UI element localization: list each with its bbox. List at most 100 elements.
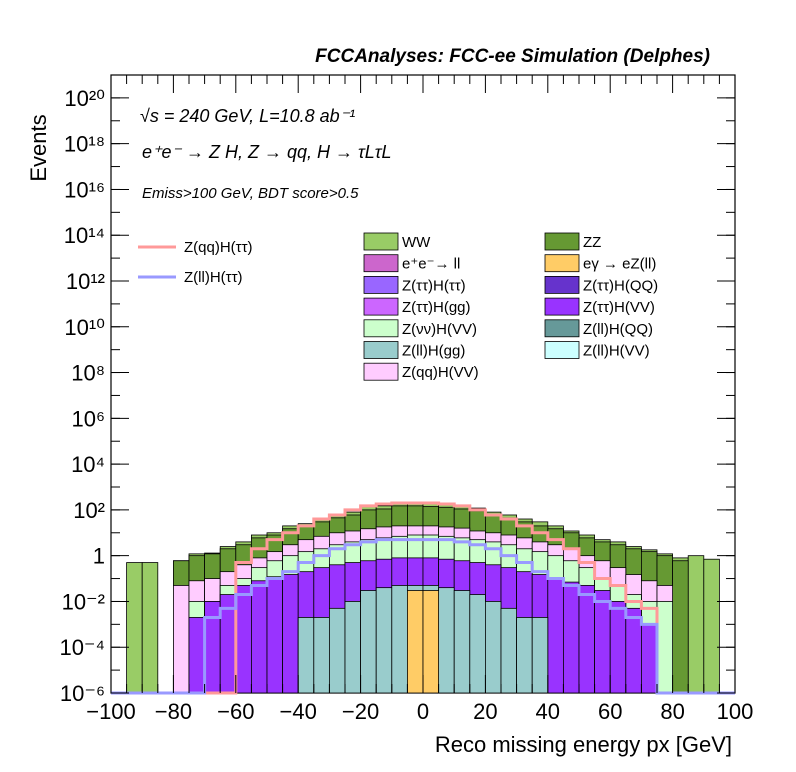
stack-bin-5-15 (344, 601, 362, 694)
y-tick-label-12: 10¹⁸ (64, 132, 105, 157)
signal-layer (111, 501, 735, 695)
stack-bin-4-31 (594, 590, 611, 694)
x-tick-label-10: 100 (717, 699, 754, 724)
y-tick-label-0: 10⁻⁶ (60, 681, 105, 706)
x-tick-label-7: 40 (536, 699, 560, 724)
legend-bg-swatch-12 (363, 362, 399, 381)
stack-bin-5-16 (360, 590, 377, 694)
y-tick-label-2: 10⁻² (62, 589, 105, 614)
y-tick-label-3: 1 (93, 544, 105, 569)
stack-bin-5-26 (516, 617, 533, 694)
y-tick-label-7: 10⁸ (71, 361, 105, 386)
y-tick-label-4: 10² (73, 498, 105, 523)
ticks-layer: −100 −80 −60 −40 −20 0 20 40 60 80 100 10⁻⁶ 10⁻⁴ 10⁻²… (59, 74, 754, 724)
x-tick-label-1: −80 (155, 699, 192, 724)
stack-bin-4-33 (625, 607, 642, 694)
legend-bg-label-3: eγ → eZ(ll) (583, 256, 656, 273)
cuts-annotation: Emiss>100 GeV, BDT score>0.5 (142, 185, 359, 202)
stack-bin-4-8 (235, 585, 252, 694)
stack-bin-0-37 (687, 555, 705, 694)
legend-bg-swatch-7 (544, 297, 580, 316)
y-tick-label-1: 10⁻⁴ (59, 635, 105, 660)
stack-bin-4-5 (188, 617, 206, 694)
legend-bg-swatch-0 (363, 232, 399, 251)
legend-bg-label-6: Z(ττ)H(gg) (402, 299, 471, 316)
stack-bin-5-24 (484, 601, 502, 694)
stack-bin-6-20 (422, 590, 440, 694)
stack-bin-5-13 (313, 617, 330, 694)
chart-title: FCCAnalyses: FCC-ee Simulation (Delphes) (315, 46, 710, 67)
y-tick-label-5: 10⁴ (71, 452, 105, 477)
legend-bg-swatch-2 (363, 254, 399, 273)
x-tick-label-6: 20 (473, 699, 497, 724)
stack-bin-5-12 (297, 617, 315, 694)
energy-annotation: √s = 240 GeV, L=10.8 ab⁻¹ (140, 106, 355, 126)
x-tick-label-8: 60 (598, 699, 622, 724)
process-annotation: e⁺e⁻ → Z H, Z → qq, H → τLτL (142, 142, 392, 162)
legend-bg-label-8: Z(νν)H(VV) (402, 321, 477, 338)
legend-bg-swatch-1 (544, 232, 580, 251)
stack-bin-4-34 (641, 623, 658, 694)
stack-bin-2-4 (172, 585, 190, 694)
stack-bin-5-27 (531, 617, 549, 694)
stack-bin-6-19 (406, 590, 424, 694)
legend-bg-label-4: Z(ττ)H(ττ) (402, 277, 466, 294)
legend-bg-swatch-10 (363, 341, 399, 359)
stack-bin-5-14 (328, 607, 346, 694)
stack-bin-4-10 (266, 576, 284, 694)
stack-bin-3-35 (656, 601, 674, 694)
x-tick-label-2: −60 (217, 699, 254, 724)
legend-bg-label-2: e⁺e⁻→ ll (402, 256, 460, 273)
legend-signal-label-0: Z(qq)H(ττ) (184, 239, 253, 256)
stack-bin-1-36 (672, 560, 689, 694)
stack-bin-0-2 (141, 562, 159, 694)
legend-bg-label-9: Z(ll)H(QQ) (583, 321, 653, 338)
stack-bin-5-25 (500, 607, 518, 694)
y-tick-label-8: 10¹⁰ (64, 315, 105, 340)
stack-bin-5-21 (438, 587, 455, 694)
legend-bg-swatch-4 (363, 275, 399, 294)
legend-bg-swatch-11 (544, 341, 580, 359)
stack-bin-4-30 (578, 585, 596, 694)
y-tick-label-10: 10¹⁴ (64, 223, 105, 248)
stack-bin-5-18 (391, 585, 408, 694)
x-tick-label-9: 80 (660, 699, 684, 724)
stack-bin-4-11 (282, 574, 299, 694)
y-axis-title: Events (26, 114, 51, 181)
legend-background: WW ZZ e⁺e⁻→ ll eγ → eZ(ll) Z(ττ)H(ττ) Z(ττ)H(… (363, 232, 658, 381)
stack-bin-4-6 (204, 601, 221, 694)
legend-signal: Z(qq)H(ττ) Z(ll)H(ττ) (138, 239, 253, 286)
signal-line-0 (111, 501, 735, 695)
y-tick-label-9: 10¹² (66, 269, 105, 294)
x-axis-title: Reco missing energy px [GeV] (435, 732, 732, 757)
y-tick-label-6: 10⁶ (71, 406, 105, 431)
y-tick-label-13: 10²⁰ (64, 86, 105, 111)
legend-bg-swatch-5 (544, 275, 580, 294)
y-tick-label-11: 10¹⁶ (64, 177, 105, 202)
stack-bin-4-28 (547, 578, 564, 694)
x-tick-label-0: −100 (86, 699, 136, 724)
stack-bin-4-32 (609, 601, 627, 694)
legend-bg-swatch-6 (363, 297, 399, 316)
legend-bg-label-1: ZZ (583, 234, 601, 251)
stack-bin-5-23 (469, 594, 486, 694)
legend-bg-label-11: Z(ll)H(VV) (583, 343, 650, 360)
x-tick-label-4: −20 (342, 699, 379, 724)
stack-bin-0-1 (126, 562, 143, 694)
stack-bin-4-9 (250, 580, 268, 694)
legend-bg-label-12: Z(qq)H(VV) (402, 364, 479, 381)
stack-bin-5-22 (453, 590, 471, 694)
signal-line-1 (111, 538, 735, 695)
legend-bg-label-10: Z(ll)H(gg) (402, 343, 465, 360)
stack-bin-4-29 (563, 581, 580, 694)
legend-bg-swatch-9 (544, 319, 580, 338)
legend-bg-swatch-3 (544, 254, 580, 273)
legend-bg-label-0: WW (402, 234, 431, 251)
legend-bg-label-7: Z(ττ)H(VV) (583, 299, 655, 316)
legend-bg-label-5: Z(ττ)H(QQ) (583, 277, 658, 294)
stack-bin-5-17 (375, 587, 393, 694)
stack-bin-0-38 (703, 558, 720, 694)
legend-bg-swatch-8 (363, 319, 399, 338)
x-tick-label-3: −40 (280, 699, 317, 724)
